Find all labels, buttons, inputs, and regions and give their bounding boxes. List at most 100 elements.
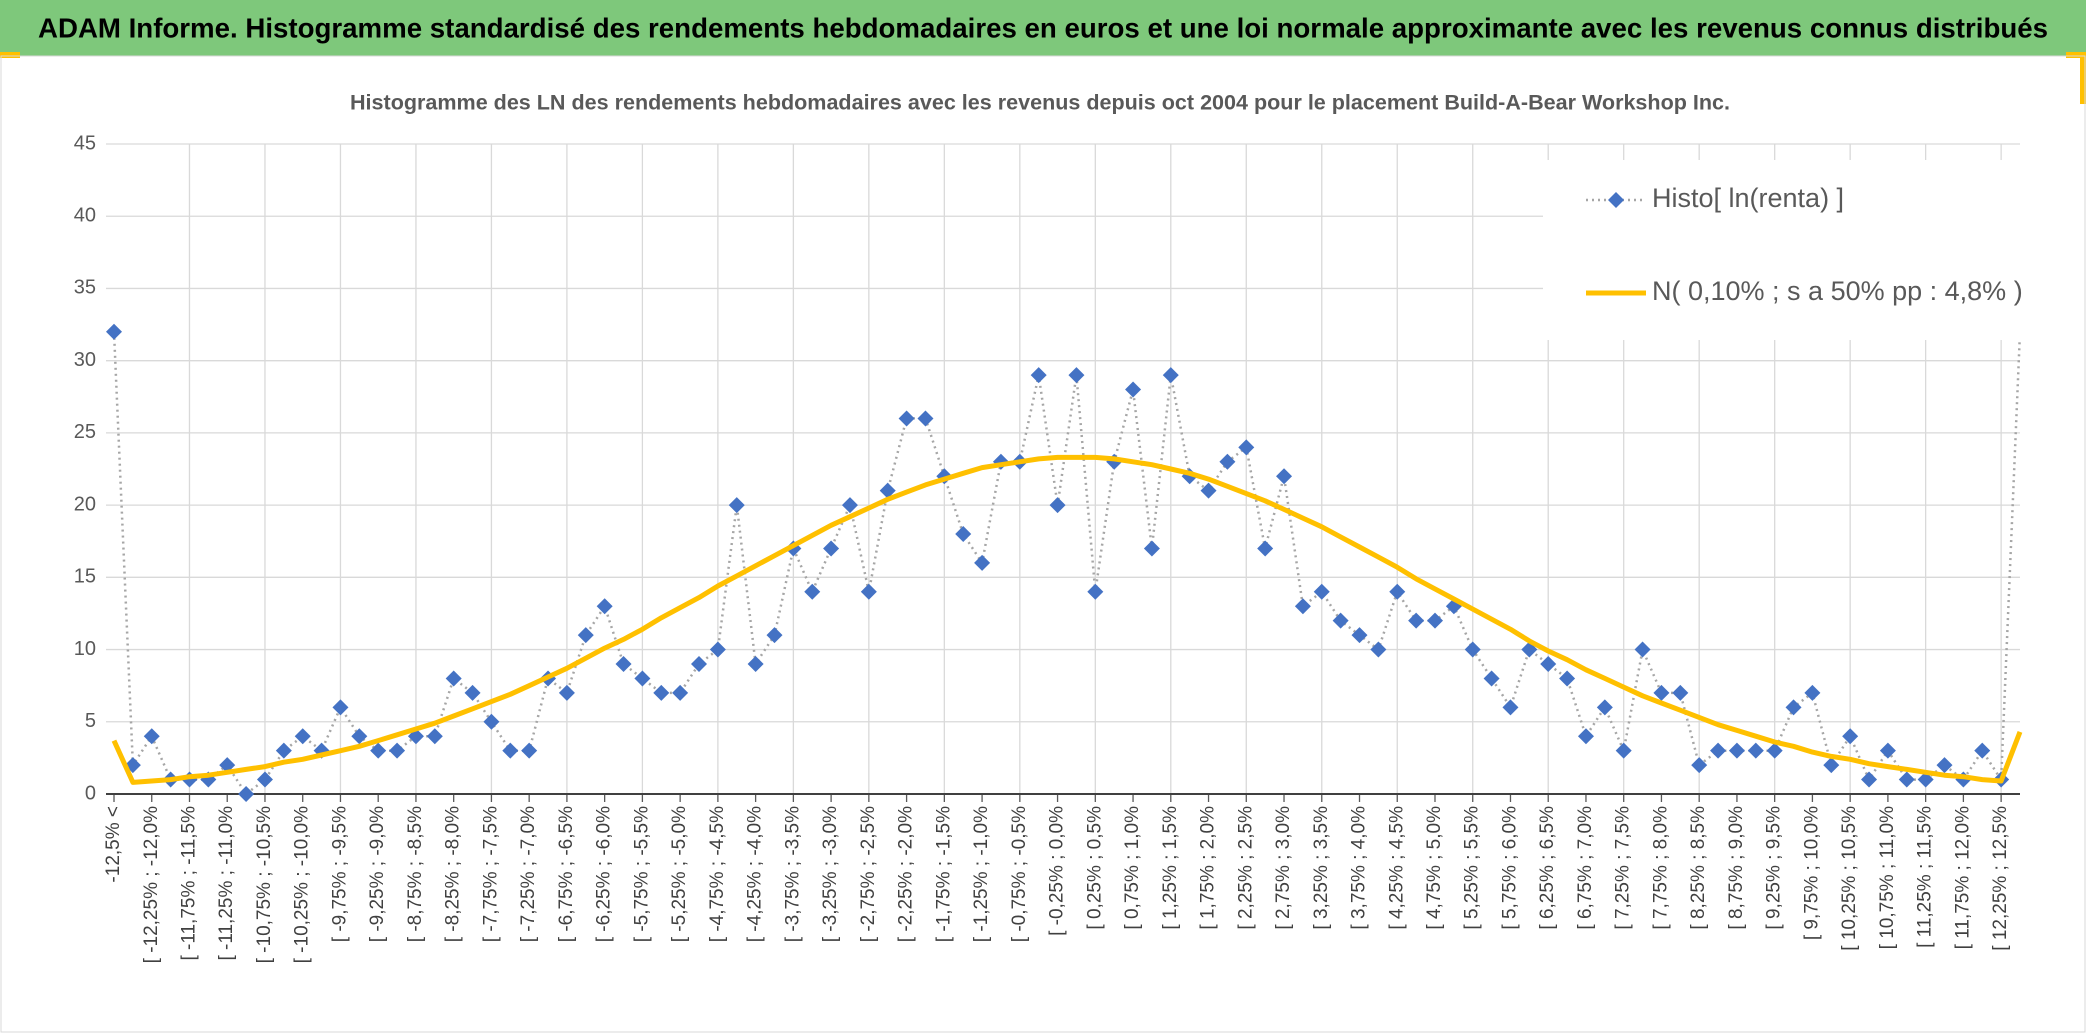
marker xyxy=(351,728,368,745)
marker xyxy=(426,728,443,745)
marker xyxy=(1143,540,1160,557)
marker xyxy=(1389,583,1406,600)
legend-marker xyxy=(1608,192,1624,208)
marker xyxy=(974,554,991,571)
marker xyxy=(1332,612,1349,629)
marker xyxy=(672,684,689,701)
marker xyxy=(709,641,726,658)
x-tick-label: [ 6,75% ; 7,0% xyxy=(1575,806,1596,930)
x-tick-label: [ 4,25% ; 4,5% xyxy=(1386,806,1407,930)
x-tick-label: [ -0,25% ; 0,0% xyxy=(1047,806,1068,936)
x-tick-label: [ 6,25% ; 6,5% xyxy=(1537,806,1558,930)
marker xyxy=(464,684,481,701)
marker xyxy=(917,410,934,427)
marker xyxy=(1408,612,1425,629)
y-tick-label: 0 xyxy=(85,782,96,804)
x-tick-label: [ 0,25% ; 0,5% xyxy=(1084,806,1105,930)
marker xyxy=(1634,641,1651,658)
marker xyxy=(841,497,858,514)
marker xyxy=(219,757,236,774)
marker xyxy=(502,742,519,759)
marker xyxy=(860,583,877,600)
marker xyxy=(275,742,292,759)
page-title: ADAM Informe. Histogramme standardisé de… xyxy=(38,12,2048,43)
x-tick-label: [ -2,75% ; -2,5% xyxy=(858,806,879,942)
marker xyxy=(1030,367,1047,384)
marker xyxy=(238,786,255,802)
x-tick-label: [ -4,25% ; -4,0% xyxy=(745,806,766,942)
marker xyxy=(804,583,821,600)
x-tick-label: [ -6,25% ; -6,0% xyxy=(594,806,615,942)
marker xyxy=(1238,439,1255,456)
x-tick-label: [ 7,25% ; 7,5% xyxy=(1613,806,1634,930)
legend-label: N( 0,10% ; s a 50% pp : 4,8% ) xyxy=(1652,276,2023,306)
x-tick-label: [ -5,25% ; -5,0% xyxy=(669,806,690,942)
marker xyxy=(1710,742,1727,759)
x-tick-label: [ 1,75% ; 2,0% xyxy=(1198,806,1219,930)
x-tick-label: [ -9,25% ; -9,0% xyxy=(367,806,388,942)
corner-accent xyxy=(2066,52,2086,58)
marker xyxy=(1049,497,1066,514)
legend-label: Histo[ ln(renta) ] xyxy=(1652,183,1844,213)
marker xyxy=(1068,367,1085,384)
x-tick-label: [ -6,75% ; -6,5% xyxy=(556,806,577,942)
marker xyxy=(1615,742,1632,759)
marker xyxy=(1577,728,1594,745)
marker xyxy=(1294,598,1311,615)
marker xyxy=(256,771,273,788)
marker xyxy=(1125,381,1142,398)
x-tick-label: [ 10,75% ; 11,0% xyxy=(1877,806,1898,949)
y-tick-label: 10 xyxy=(74,638,96,660)
marker xyxy=(596,598,613,615)
marker xyxy=(1974,742,1991,759)
corner-accent xyxy=(0,52,20,58)
marker xyxy=(332,699,349,716)
x-tick-label: [ 8,25% ; 8,5% xyxy=(1688,806,1709,930)
x-tick-label: [ -1,25% ; -1,0% xyxy=(971,806,992,942)
marker xyxy=(1766,742,1783,759)
x-tick-label: [ 3,75% ; 4,0% xyxy=(1349,806,1370,930)
x-tick-label: [ 2,25% ; 2,5% xyxy=(1235,806,1256,930)
marker xyxy=(294,728,311,745)
x-tick-label: [ 5,25% ; 5,5% xyxy=(1462,806,1483,930)
marker xyxy=(1804,684,1821,701)
y-tick-label: 15 xyxy=(74,566,96,588)
marker xyxy=(445,670,462,687)
marker xyxy=(389,742,406,759)
x-tick-label: [ 3,25% ; 3,5% xyxy=(1311,806,1332,930)
marker xyxy=(653,684,670,701)
marker xyxy=(1162,367,1179,384)
marker xyxy=(1898,771,1915,788)
marker xyxy=(634,670,651,687)
marker xyxy=(747,656,764,672)
edge-accent xyxy=(2080,56,2086,104)
x-tick-label: [ 7,75% ; 8,0% xyxy=(1650,806,1671,930)
marker xyxy=(1502,699,1519,716)
marker xyxy=(955,526,972,542)
marker xyxy=(483,713,500,730)
y-tick-label: 30 xyxy=(74,349,96,371)
x-tick-label: [ -0,75% ; -0,5% xyxy=(1009,806,1030,942)
marker xyxy=(1842,728,1859,745)
marker xyxy=(1370,641,1387,658)
marker xyxy=(521,742,538,759)
marker xyxy=(1785,699,1802,716)
marker xyxy=(1351,627,1368,644)
marker xyxy=(1823,757,1840,774)
chart-title: Histogramme des LN des rendements hebdom… xyxy=(350,92,1730,115)
x-tick-label: [ -10,75% ; -10,5% xyxy=(254,806,275,963)
marker xyxy=(370,742,387,759)
marker xyxy=(1936,757,1953,774)
marker xyxy=(1276,468,1293,485)
marker xyxy=(143,728,160,745)
marker xyxy=(728,497,745,514)
x-tick-label: [ 1,25% ; 1,5% xyxy=(1160,806,1181,930)
x-tick-label: [ -2,25% ; -2,0% xyxy=(896,806,917,942)
marker xyxy=(1464,641,1481,658)
marker xyxy=(106,323,122,340)
marker xyxy=(1653,684,1670,701)
marker xyxy=(1917,771,1934,788)
series-line xyxy=(111,454,2023,785)
x-tick-label: [ -8,25% ; -8,0% xyxy=(443,806,464,942)
